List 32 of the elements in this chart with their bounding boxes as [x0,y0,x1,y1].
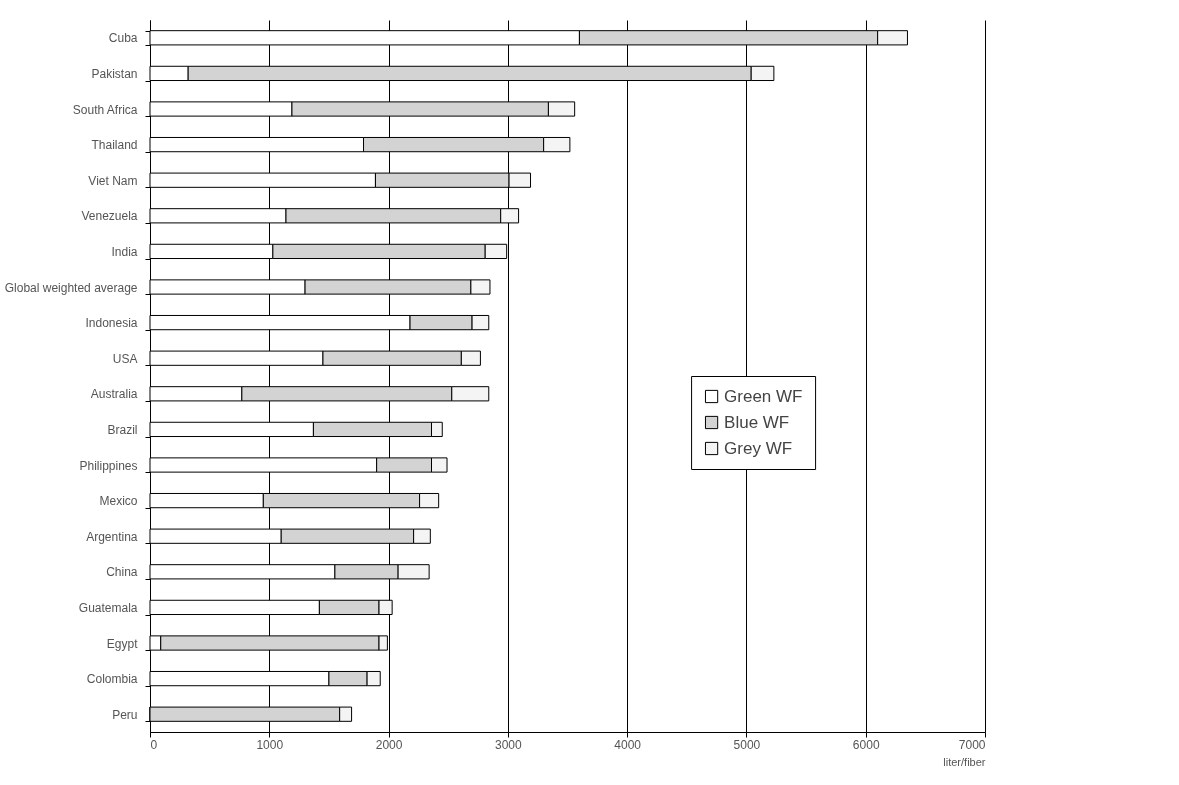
y-tick-label: Cuba [108,31,138,46]
y-tick-label: Mexico [99,494,138,509]
y-tick-label: Indonesia [85,316,138,331]
legend-label: Blue WF [724,412,790,432]
x-tick-label: 0 [150,737,158,752]
x-tick-label: 4000 [614,737,642,752]
x-tick-label: 3000 [495,737,523,752]
y-tick-label: Colombia [86,672,138,687]
x-axis-title: liter/fiber [943,755,986,768]
y-tick-label: Egypt [106,636,139,651]
y-tick-label: Pakistan [91,66,138,81]
x-tick-label: 2000 [375,737,403,752]
x-tick-label: 6000 [852,737,880,752]
y-tick-label: USA [112,351,138,366]
legend-label: Grey WF [724,438,793,458]
y-tick-label: China [106,565,138,580]
y-tick-label: Viet Nam [88,173,138,188]
y-tick-label: Australia [90,387,138,402]
x-tick-label: 7000 [958,737,986,752]
y-tick-label: Argentina [86,529,138,544]
y-tick-label: Peru [112,707,138,722]
legend-label: Green WF [724,386,803,406]
y-tick-label: Guatemala [78,600,138,615]
y-tick-label: Thailand [91,138,138,153]
y-tick-label: South Africa [72,102,138,117]
y-tick-label: Global weighted average [4,280,138,295]
x-tick-label: 1000 [256,737,284,752]
y-tick-label: Philippines [79,458,138,473]
y-tick-label: India [111,244,138,259]
x-tick-label: 5000 [733,737,761,752]
y-tick-label: Brazil [107,422,138,437]
y-tick-label: Venezuela [81,209,138,224]
